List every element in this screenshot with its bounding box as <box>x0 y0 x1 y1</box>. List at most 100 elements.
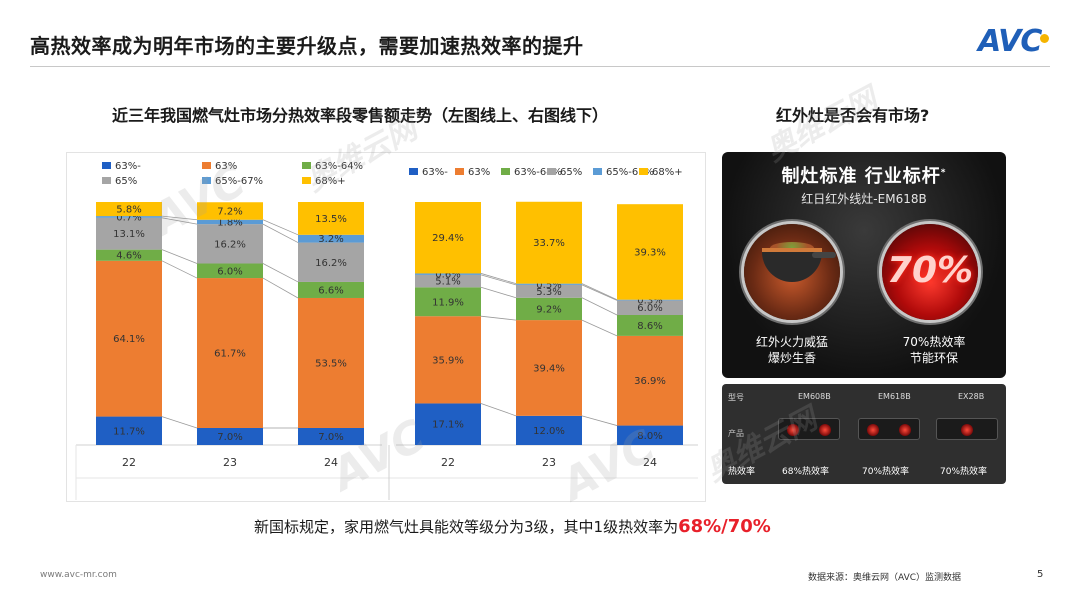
bar-segment <box>415 202 481 274</box>
bar-segment <box>298 281 364 298</box>
bar-segment <box>96 249 162 261</box>
data-label: 61.7% <box>214 349 246 360</box>
data-label: 4.6% <box>116 251 141 262</box>
bar-segment <box>617 204 683 300</box>
logo-dot-icon <box>1040 34 1049 43</box>
legend-swatch <box>102 177 111 184</box>
footer-source: 数据来源：奥维云网（AVC）监测数据 <box>808 573 962 583</box>
bar-segment <box>197 427 263 445</box>
legend-swatch <box>593 168 602 175</box>
data-label: 3.2% <box>318 234 343 245</box>
series-connector-line <box>480 274 517 286</box>
legend-label: 68%+ <box>315 176 346 187</box>
category-label: 23 <box>223 456 237 469</box>
bar-segment <box>197 219 263 225</box>
infrared-promo-image: 制灶标准 行业标杆* 红日红外线灶-EM618B 70% 红外火力威猛 爆炒生香 … <box>722 152 1006 378</box>
data-label: 39.3% <box>634 247 666 258</box>
bar-segment <box>415 273 481 275</box>
legend-label: 68%+ <box>652 167 683 178</box>
bar-segment <box>96 202 162 217</box>
data-label: 17.1% <box>432 420 464 431</box>
legend-swatch <box>639 168 648 175</box>
data-label: 35.9% <box>432 355 464 366</box>
series-connector-line <box>581 284 618 301</box>
data-label: 9.2% <box>536 304 561 315</box>
series-connector-line <box>480 315 517 321</box>
series-connector-line <box>262 219 299 236</box>
bar-segment <box>197 202 263 220</box>
series-connector-line <box>262 223 299 243</box>
wok-cooking-icon <box>744 224 840 320</box>
series-connector-line <box>581 283 618 301</box>
data-label: 8.6% <box>637 321 662 332</box>
bar-segment <box>415 403 481 445</box>
efficiency-highlight: 68%/70% <box>678 516 771 537</box>
page-title: 高热效率成为明年市场的主要升级点，需要加速热效率的提升 <box>30 34 584 58</box>
bar-segment <box>298 202 364 235</box>
data-label: 1.8% <box>217 217 242 228</box>
series-connector-line <box>161 416 198 429</box>
bar-segment <box>415 316 481 404</box>
bar-segment <box>617 299 683 301</box>
infrared-product-table: 型号 EM608B EM618B EX28B 产品 热效率 68%热效率 70%… <box>722 384 1006 484</box>
stove-icon <box>936 418 998 440</box>
product-row-label: 产品 <box>728 429 744 438</box>
series-connector-line <box>262 277 299 299</box>
data-label: 5.8% <box>116 205 141 216</box>
bar-segment <box>96 216 162 218</box>
bar-segment <box>197 224 263 264</box>
data-label: 64.1% <box>113 334 145 345</box>
legend-label: 63%- <box>422 167 448 178</box>
data-label: 36.9% <box>634 376 666 387</box>
data-label: 5.3% <box>536 287 561 298</box>
bar-segment <box>617 425 683 445</box>
category-label: 24 <box>324 456 338 469</box>
data-label: 53.5% <box>315 358 347 369</box>
regulation-footnote: 新国标规定，家用燃气灶具能效等级分为3级，其中1级热效率为68%/70% <box>254 516 771 537</box>
chart-panel <box>66 152 706 502</box>
title-divider <box>30 66 1050 67</box>
data-label: 8.0% <box>637 431 662 442</box>
series-connector-line <box>581 319 618 337</box>
stove-icon <box>778 418 840 440</box>
data-label: 13.1% <box>113 229 145 240</box>
series-connector-line <box>161 249 198 264</box>
promo-caption-left: 红外火力威猛 爆炒生香 <box>755 335 828 365</box>
bar-segment <box>617 335 683 426</box>
data-label: 33.7% <box>533 238 565 249</box>
data-label: 7.0% <box>318 432 343 443</box>
infrared-section-title: 红外灶是否会有市场? <box>776 106 930 125</box>
legend-label: 65% <box>560 167 582 178</box>
data-label: 39.4% <box>533 363 565 374</box>
series-connector-line <box>480 286 517 299</box>
legend-swatch <box>302 162 311 169</box>
legend-label: 65%-67% <box>215 176 263 187</box>
bar-segment <box>617 300 683 315</box>
legend-label: 65% <box>115 176 137 187</box>
data-label: 6.6% <box>318 285 343 296</box>
bar-segment <box>197 263 263 279</box>
bar-segment <box>516 415 582 445</box>
promo-model: 红日红外线灶-EM618B <box>801 192 927 206</box>
legend-label: 63%-64% <box>315 161 363 172</box>
legend-swatch <box>202 162 211 169</box>
series-connector-line <box>480 403 517 417</box>
series-connector-line <box>161 217 198 225</box>
bar-segment <box>298 242 364 282</box>
promo-headline: 制灶标准 行业标杆* <box>781 166 947 187</box>
data-label: 11.7% <box>113 426 145 437</box>
avc-logo: AVC <box>978 24 1042 59</box>
data-label: 5.1% <box>435 277 460 288</box>
data-label: 7.2% <box>217 206 242 217</box>
legend-label: 63% <box>468 167 490 178</box>
product-table-header: 型号 EM608B EM618B EX28B <box>728 392 985 402</box>
bar-segment <box>96 416 162 445</box>
legend-swatch <box>501 168 510 175</box>
stacked-bar-charts: 63%- 63% 63%-64% 65% 65%-67% 68%+ 11.7% 64.1% 4.… <box>75 161 698 500</box>
series-connector-line <box>161 215 198 221</box>
stove-icon <box>858 418 920 440</box>
bar-segment <box>516 283 582 285</box>
series-connector-line <box>480 273 517 285</box>
data-label: 12.0% <box>533 426 565 437</box>
chart-section-title: 近三年我国燃气灶市场分热效率段零售额走势（左图线上、右图线下） <box>112 106 609 125</box>
